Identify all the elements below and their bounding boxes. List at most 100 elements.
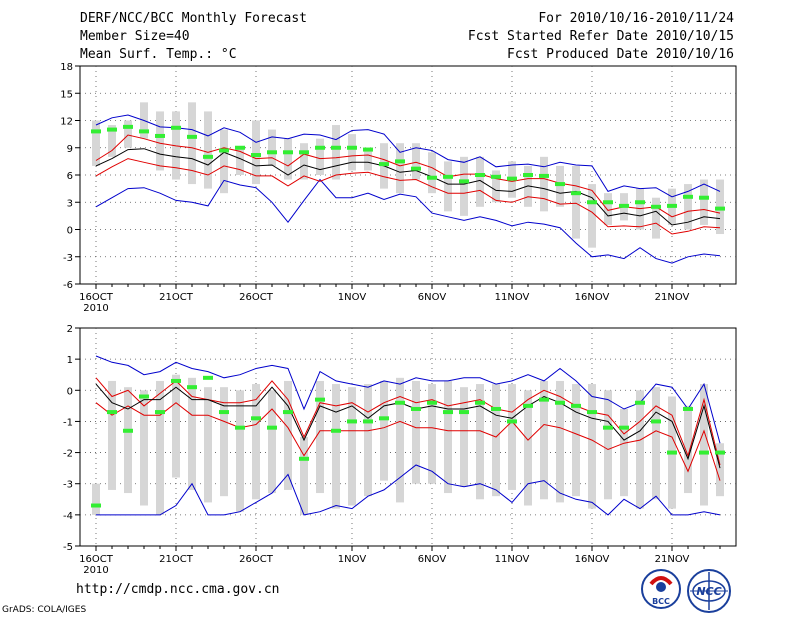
observed-marker	[555, 400, 565, 405]
y-tick-label: 18	[60, 62, 73, 73]
minus-sd-line	[95, 402, 721, 481]
grads-credit: GrADS: COLA/IGES	[2, 605, 87, 615]
observed-marker	[715, 206, 725, 211]
y-tick-label: -5	[63, 542, 73, 553]
y-tick-label: 12	[60, 117, 73, 128]
observed-marker	[619, 203, 629, 208]
ensemble-box	[172, 374, 180, 478]
ensemble-box	[156, 111, 164, 171]
observed-marker	[203, 154, 213, 159]
observed-marker	[411, 406, 421, 411]
observed-marker	[267, 150, 277, 155]
observed-marker	[411, 166, 421, 171]
ensemble-box	[508, 384, 516, 490]
observed-marker	[395, 159, 405, 164]
observed-marker	[347, 145, 357, 150]
observed-marker	[91, 129, 101, 134]
observed-marker	[139, 394, 149, 399]
chart-title: DERF/NCC/BCC Monthly Forecast	[80, 11, 307, 26]
observed-marker	[363, 147, 373, 152]
ensemble-box	[188, 102, 196, 185]
plus-sd-line	[95, 377, 721, 466]
y-tick-label: 15	[60, 89, 73, 100]
observed-marker	[155, 133, 165, 138]
ensemble-box	[204, 111, 212, 189]
ensemble-box	[156, 380, 164, 515]
x-tick-label: 16NOV	[575, 292, 610, 303]
y-tick-label: 0	[67, 386, 73, 397]
observed-marker	[523, 403, 533, 408]
ensemble-box	[604, 193, 612, 225]
x-tick-label: 16NOV	[575, 554, 610, 565]
ensemble-box	[556, 165, 564, 207]
ensemble-box	[364, 147, 372, 171]
observed-marker	[571, 191, 581, 196]
ncc-logo: NCC	[687, 569, 731, 613]
observed-marker	[587, 410, 597, 415]
ensemble-box	[460, 387, 468, 487]
observed-marker	[347, 419, 357, 424]
x-tick-label: 16OCT	[79, 554, 114, 565]
x-tick-label: 6NOV	[418, 292, 447, 303]
y-tick-label: -2	[63, 449, 73, 460]
observed-marker	[715, 450, 725, 455]
ensemble-box	[604, 390, 612, 500]
ensemble-min-line	[96, 464, 721, 516]
ensemble-box	[220, 129, 228, 194]
observed-marker	[315, 397, 325, 402]
observed-marker	[667, 450, 677, 455]
ensemble-box	[108, 380, 116, 490]
ensemble-box	[652, 197, 660, 239]
ensemble-box	[92, 483, 100, 515]
ensemble-box	[444, 380, 452, 494]
observed-marker	[459, 179, 469, 184]
ensemble-box	[492, 384, 500, 497]
ensemble-box	[348, 134, 356, 171]
observed-marker	[491, 174, 501, 179]
ensemble-box	[300, 143, 308, 180]
ensemble-box	[492, 170, 500, 203]
observed-marker	[667, 203, 677, 208]
x-tick-label: 21NOV	[655, 554, 690, 565]
ensemble-box	[268, 129, 276, 166]
observed-marker	[491, 406, 501, 411]
ensemble-box	[636, 390, 644, 509]
observed-marker	[219, 410, 229, 415]
observed-marker	[283, 150, 293, 155]
observed-marker	[475, 400, 485, 405]
observed-marker	[219, 148, 229, 153]
observed-marker	[571, 403, 581, 408]
observed-marker	[155, 410, 165, 415]
observed-marker	[187, 134, 197, 139]
ensemble-box	[332, 125, 340, 180]
ensemble-box	[620, 408, 628, 497]
observed-marker	[635, 200, 645, 205]
observed-marker	[459, 410, 469, 415]
ensemble-box	[316, 380, 324, 494]
member-size: Member Size=40	[80, 29, 190, 44]
observed-marker	[587, 200, 597, 205]
x-tick-label: 11NOV	[495, 292, 530, 303]
observed-marker	[523, 173, 533, 177]
ensemble-box	[700, 384, 708, 506]
plot-frame	[79, 327, 737, 547]
ensemble-box	[572, 384, 580, 497]
ensemble-box	[428, 384, 436, 484]
observed-marker	[91, 503, 101, 508]
ensemble-box	[188, 377, 196, 490]
ensemble-box	[252, 120, 260, 185]
observed-marker	[379, 162, 389, 167]
observed-marker	[235, 145, 245, 150]
observed-marker	[555, 182, 565, 187]
x-tick-label: 21NOV	[655, 292, 690, 303]
observed-marker	[507, 176, 517, 181]
observed-marker	[603, 200, 613, 205]
y-tick-label: 3	[67, 198, 73, 209]
observed-marker	[427, 175, 437, 180]
observed-marker	[395, 400, 405, 405]
observed-marker	[651, 419, 661, 424]
ensemble-box	[316, 138, 324, 175]
x-tick-label: 6NOV	[418, 554, 447, 565]
source-url[interactable]: http://cmdp.ncc.cma.gov.cn	[76, 582, 280, 597]
ensemble-box	[428, 152, 436, 194]
